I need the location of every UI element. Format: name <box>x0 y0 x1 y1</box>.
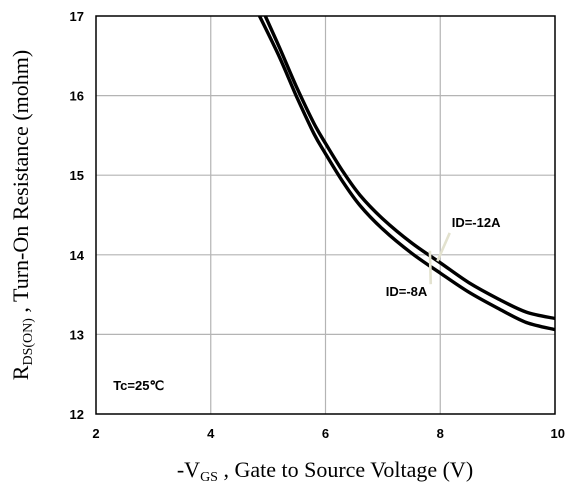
y-axis-title: RDS(ON) , Turn-On Resistance (mohm) <box>8 50 36 380</box>
y-tick-label: 16 <box>70 89 84 104</box>
y-tick-label: 13 <box>70 327 84 342</box>
y-tick-label: 15 <box>70 168 84 183</box>
annotation-leader-line <box>428 250 433 285</box>
plot-frame <box>95 15 556 415</box>
x-tick-label: 4 <box>207 426 215 441</box>
x-axis-title: -VGS , Gate to Source Voltage (V) <box>177 457 473 485</box>
annotation-label: Tc=25℃ <box>113 378 164 393</box>
annotations: ID=-12A ID=-8A Tc=25℃ <box>113 215 501 393</box>
annotation-label: ID=-12A <box>452 215 501 230</box>
series-line-id-12a <box>263 16 555 321</box>
x-tick-labels: 2 4 6 8 10 <box>92 426 565 441</box>
y-tick-label: 17 <box>70 9 84 24</box>
grid <box>96 16 555 414</box>
annotation-label: ID=-8A <box>386 284 428 299</box>
x-tick-label: 2 <box>92 426 99 441</box>
y-tick-label: 14 <box>70 248 85 263</box>
curves <box>257 16 555 332</box>
x-tick-label: 6 <box>322 426 329 441</box>
y-tick-labels: 12 13 14 15 16 17 <box>70 9 85 422</box>
annotation-leader-line <box>436 232 451 262</box>
x-tick-label: 10 <box>551 426 565 441</box>
series-line-id-8a <box>257 16 555 332</box>
y-tick-label: 12 <box>70 407 84 422</box>
x-tick-label: 8 <box>437 426 444 441</box>
